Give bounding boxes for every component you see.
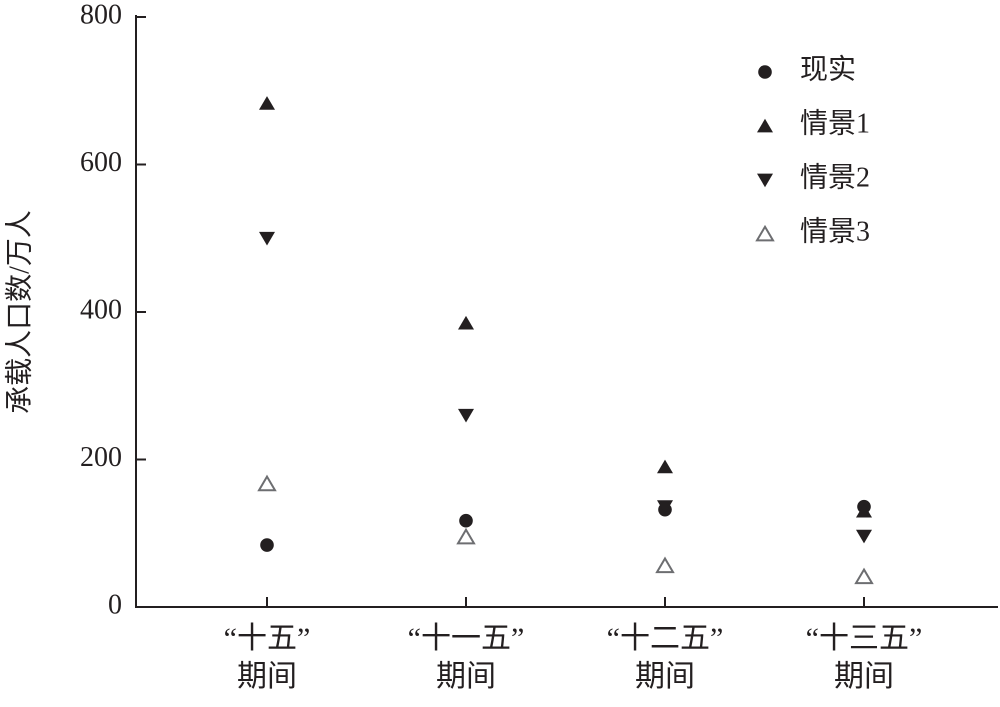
data-point [856, 529, 872, 544]
y-tick-label: 600 [80, 147, 122, 178]
y-tick-label: 200 [80, 442, 122, 473]
y-axis-label: 承载人口数/万人 [3, 210, 35, 414]
data-point [458, 408, 474, 423]
legend-label: 情景1 [800, 107, 870, 139]
y-tick-label: 800 [80, 0, 122, 30]
legend-marker [758, 65, 772, 79]
legend-label: 情景3 [800, 215, 870, 247]
x-tick-label: “十三五” 期间 [805, 622, 923, 693]
legend-label: 现实 [800, 53, 856, 85]
data-point [657, 459, 673, 474]
y-tick-label: 0 [108, 589, 122, 620]
data-point [257, 474, 277, 492]
data-point [259, 96, 275, 110]
legend-marker [757, 173, 773, 188]
legend-marker [757, 118, 773, 133]
data-point [655, 556, 675, 574]
data-point [657, 500, 673, 514]
data-point [459, 513, 473, 528]
data-point [259, 231, 275, 246]
data-point [458, 315, 474, 330]
x-tick-label: “十一五” 期间 [407, 622, 525, 693]
x-tick-label: “十二五” 期间 [606, 622, 724, 693]
legend-label: 情景2 [800, 161, 870, 193]
y-tick-label: 400 [80, 294, 122, 325]
data-point [856, 503, 872, 518]
data-point [854, 567, 874, 585]
x-tick-label: “十五” 期间 [223, 622, 311, 693]
data-point [260, 538, 274, 552]
legend-marker [755, 224, 775, 242]
data-point [456, 527, 476, 545]
